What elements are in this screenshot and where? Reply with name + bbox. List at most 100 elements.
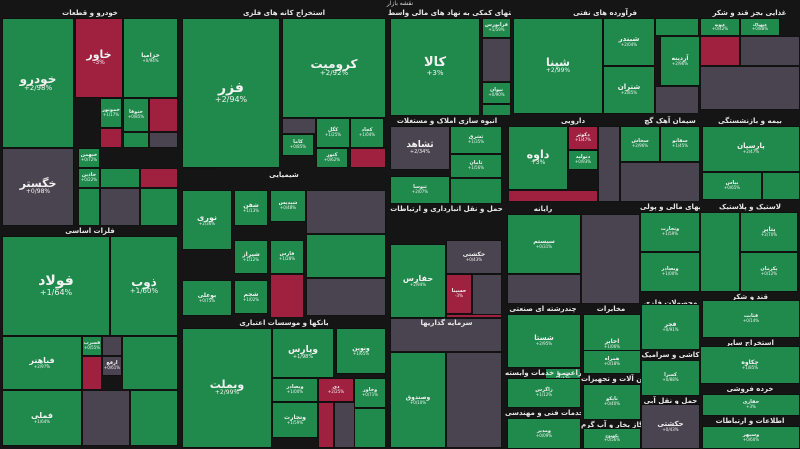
stock-tile[interactable]: کسرا +0/88% xyxy=(641,360,700,396)
stock-tile[interactable]: خزامیا +0/94% xyxy=(123,18,178,98)
stock-tile[interactable]: فولاد +1/64% xyxy=(2,236,110,336)
minor-stock-tile[interactable] xyxy=(354,408,386,448)
stock-tile[interactable]: ارفع +0/61% xyxy=(102,356,122,376)
stock-tile[interactable]: پتایر +2/70% xyxy=(740,212,798,252)
stock-tile[interactable]: کالا +3% xyxy=(390,18,480,116)
minor-stock-tile[interactable] xyxy=(762,172,800,200)
stock-tile[interactable]: ثشاهد +2/34% xyxy=(390,126,450,170)
minor-stock-tile[interactable] xyxy=(740,36,800,66)
stock-tile[interactable]: شفن +1/13% xyxy=(234,190,268,226)
stock-tile[interactable]: خاذین +0/22% xyxy=(78,168,100,188)
stock-tile[interactable]: کرومیت +2/92% xyxy=(282,18,386,118)
minor-stock-tile[interactable] xyxy=(700,212,740,292)
stock-tile[interactable]: دتولید +0/93% xyxy=(568,150,598,170)
minor-stock-tile[interactable] xyxy=(140,188,178,226)
minor-stock-tile[interactable] xyxy=(700,36,740,66)
stock-tile[interactable]: سفانو +1/45% xyxy=(660,126,700,162)
stock-tile[interactable]: فسرب +0/55% xyxy=(82,336,102,356)
stock-tile[interactable]: حفاری +3% xyxy=(702,394,800,416)
stock-tile[interactable]: تاپکو +0/40% xyxy=(583,384,641,420)
stock-tile[interactable]: سخاش +2/96% xyxy=(620,126,660,162)
stock-tile[interactable]: شستا +2/95% xyxy=(507,314,581,368)
minor-stock-tile[interactable] xyxy=(620,162,700,202)
minor-stock-tile[interactable] xyxy=(282,118,316,134)
stock-tile[interactable]: بکهنوج +0/56% xyxy=(583,428,641,449)
stock-tile[interactable]: کنور +0/62% xyxy=(316,148,348,168)
stock-tile[interactable]: نوری +2/36% xyxy=(182,190,232,250)
minor-stock-tile[interactable] xyxy=(123,132,149,148)
minor-stock-tile[interactable] xyxy=(140,168,178,188)
minor-stock-tile[interactable] xyxy=(581,214,640,304)
stock-tile[interactable]: فجر +0/91% xyxy=(641,304,700,350)
minor-stock-tile[interactable] xyxy=(82,356,102,390)
stock-tile[interactable]: ثامان +1/56% xyxy=(450,154,502,178)
stock-tile[interactable]: خبهمن +0/72% xyxy=(78,148,100,168)
minor-stock-tile[interactable] xyxy=(655,18,699,36)
stock-tile[interactable]: وبصادر +1/00% xyxy=(272,378,318,402)
stock-tile[interactable]: دی +2/25% xyxy=(318,378,354,402)
stock-tile[interactable]: ومدیر +0/09% xyxy=(507,418,581,449)
minor-stock-tile[interactable] xyxy=(390,318,502,352)
stock-tile[interactable]: فارس +1/28% xyxy=(270,240,304,274)
stock-tile[interactable]: بیاس +0/65% xyxy=(702,172,762,200)
stock-tile[interactable]: فباهنر +2/97% xyxy=(2,336,82,390)
minor-stock-tile[interactable] xyxy=(482,38,511,82)
stock-tile[interactable]: وصندوق +0/10% xyxy=(390,352,446,448)
stock-tile[interactable]: شجم +1/02% xyxy=(234,280,268,314)
stock-tile[interactable]: دکوثر +1/47% xyxy=(568,126,598,150)
minor-stock-tile[interactable] xyxy=(655,86,699,114)
minor-stock-tile[interactable] xyxy=(149,132,178,148)
minor-stock-tile[interactable] xyxy=(182,168,216,170)
stock-tile[interactable]: چکاوه +1/85% xyxy=(700,346,800,384)
minor-stock-tile[interactable] xyxy=(130,390,178,446)
stock-tile[interactable]: حسینا -3% xyxy=(446,274,472,314)
stock-tile[interactable]: وپارس +1/98% xyxy=(272,328,334,378)
minor-stock-tile[interactable] xyxy=(598,126,620,202)
minor-stock-tile[interactable] xyxy=(482,104,511,116)
stock-tile[interactable]: ختوقا +0/85% xyxy=(123,98,149,132)
minor-stock-tile[interactable] xyxy=(306,234,386,278)
stock-tile[interactable]: خموتور +1/17% xyxy=(100,98,122,128)
stock-tile[interactable]: پکرمان +0/12% xyxy=(740,252,798,292)
stock-tile[interactable]: فزر +2/94% xyxy=(182,18,280,168)
stock-tile[interactable]: بوعلی +0/75% xyxy=(182,280,232,316)
minor-stock-tile[interactable] xyxy=(102,336,122,356)
stock-tile[interactable]: فملی +1/64% xyxy=(2,390,82,446)
minor-stock-tile[interactable] xyxy=(508,190,598,202)
stock-tile[interactable]: وسپهر +0/60% xyxy=(702,426,800,449)
minor-stock-tile[interactable] xyxy=(350,148,386,168)
stock-tile[interactable]: زاگرس +1/12% xyxy=(507,378,581,408)
stock-tile[interactable]: ونوین +1/65% xyxy=(336,328,386,374)
minor-stock-tile[interactable] xyxy=(306,190,386,234)
stock-tile[interactable]: شپدیس +0/48% xyxy=(270,190,306,222)
stock-tile[interactable]: غپونه +0/42% xyxy=(700,18,740,36)
stock-tile[interactable]: شبندر +2/04% xyxy=(603,18,655,66)
stock-tile[interactable]: غبهپاک +0/88% xyxy=(740,18,780,36)
stock-tile[interactable]: حکشتی +0/43% xyxy=(641,404,700,449)
minor-stock-tile[interactable] xyxy=(446,352,502,448)
stock-tile[interactable]: حفارس +2/94% xyxy=(390,244,446,318)
minor-stock-tile[interactable] xyxy=(446,314,502,318)
minor-stock-tile[interactable] xyxy=(472,274,502,318)
minor-stock-tile[interactable] xyxy=(306,278,386,316)
stock-tile[interactable]: ذوب +1/60% xyxy=(110,236,178,336)
stock-tile[interactable]: ثشرق +1/35% xyxy=(450,126,502,154)
minor-stock-tile[interactable] xyxy=(82,390,130,446)
minor-stock-tile[interactable] xyxy=(122,336,178,390)
minor-stock-tile[interactable] xyxy=(78,188,100,226)
stock-tile[interactable]: شپنا +2/99% xyxy=(513,18,603,114)
minor-stock-tile[interactable] xyxy=(100,168,140,188)
minor-stock-tile[interactable] xyxy=(100,188,140,226)
stock-tile[interactable]: خودرو +2/98% xyxy=(2,18,74,148)
stock-tile[interactable]: همراه +0/18% xyxy=(583,350,641,374)
stock-tile[interactable]: شیراز +1/12% xyxy=(234,240,268,274)
stock-tile[interactable]: سیستم +0/31% xyxy=(507,214,581,274)
stock-tile[interactable]: وبصادر +1/00% xyxy=(640,252,700,292)
stock-tile[interactable]: وبملت +2/99% xyxy=(182,328,272,448)
stock-tile[interactable]: خاور -3% xyxy=(75,18,123,98)
minor-stock-tile[interactable] xyxy=(100,128,122,148)
stock-tile[interactable]: شتران +2/85% xyxy=(603,66,655,114)
stock-tile[interactable]: داوه +3% xyxy=(508,126,568,190)
stock-tile[interactable]: پارسیان +2/47% xyxy=(702,126,800,172)
minor-stock-tile[interactable] xyxy=(450,178,502,204)
